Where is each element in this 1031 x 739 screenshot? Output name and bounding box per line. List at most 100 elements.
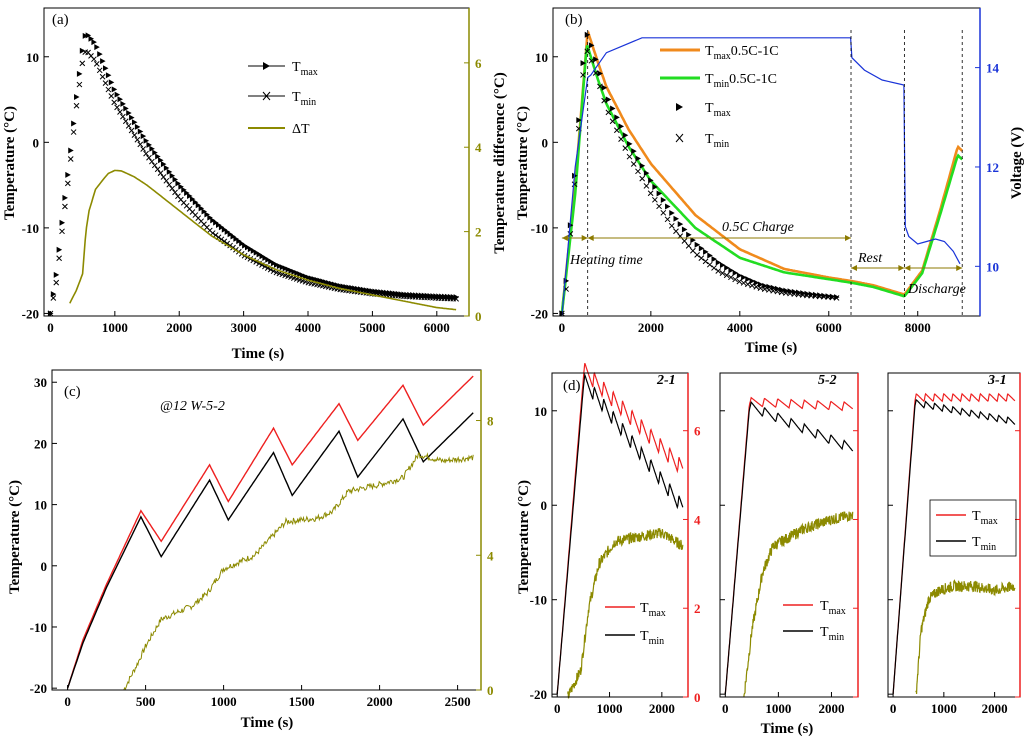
panel-b-ylabel: Temperature (°C) <box>515 106 531 220</box>
panel-b-xlabel: Time (s) <box>745 340 798 356</box>
y2-tick-label: 4 <box>475 140 482 155</box>
y2-tick-label: 2 <box>475 225 482 240</box>
marker-x <box>571 181 578 188</box>
panel-b-y2label: Voltage (V) <box>1009 127 1025 199</box>
series-line-deltat <box>123 452 474 691</box>
panel-d-xlabel: Time (s) <box>761 721 814 737</box>
x-tick-label: 0 <box>47 320 54 335</box>
marker-x <box>140 146 147 152</box>
marker-x <box>166 181 173 188</box>
marker-triangle <box>233 235 239 242</box>
marker-x <box>635 168 641 175</box>
marker-x <box>70 129 77 135</box>
series-line-deltat <box>69 169 457 311</box>
subpanel-5-2-label: 5-2 <box>818 373 837 388</box>
marker-x <box>99 73 106 80</box>
marker-x <box>50 295 57 301</box>
marker-triangle <box>62 194 68 201</box>
marker-triangle <box>410 292 416 299</box>
marker-triangle <box>450 294 457 301</box>
marker-triangle <box>401 291 407 298</box>
marker-triangle <box>635 155 641 162</box>
subpanel-2-1-label: 2-1 <box>656 373 676 388</box>
marker-triangle <box>189 196 196 203</box>
y-tick-label: -10 <box>30 620 47 635</box>
legend-tmax-marker <box>263 62 270 70</box>
marker-x <box>601 97 608 104</box>
marker-x <box>580 72 586 78</box>
marker-triangle <box>134 123 141 130</box>
marker-x <box>736 278 743 285</box>
marker-triangle <box>804 290 810 297</box>
marker-triangle <box>652 183 658 190</box>
y2-tick-label: 0 <box>694 690 701 705</box>
panel-a-ylabel: Temperature (°C) <box>2 106 18 220</box>
x-tick-label: 6000 <box>424 320 450 335</box>
panel-a-legend: Tmax Tmin ΔT <box>248 60 318 137</box>
marker-triangle <box>181 186 187 193</box>
marker-triangle <box>250 247 257 254</box>
marker-triangle <box>253 249 260 256</box>
marker-triangle <box>187 193 193 200</box>
marker-x <box>131 132 138 138</box>
x-tick-label: 1000 <box>931 701 957 716</box>
marker-triangle <box>149 145 155 152</box>
rest-arrow-head-left <box>851 265 858 271</box>
marker-triangle <box>195 202 202 209</box>
x-tick-label: 1500 <box>289 694 315 709</box>
marker-triangle <box>415 292 422 299</box>
marker-x <box>125 123 132 129</box>
marker-triangle <box>436 293 442 300</box>
marker-triangle <box>213 219 219 226</box>
marker-x <box>59 228 65 235</box>
marker-x <box>706 261 713 268</box>
marker-triangle <box>166 168 173 175</box>
marker-triangle <box>427 292 434 299</box>
marker-x <box>749 282 755 289</box>
anno-heating-time: Heating time <box>569 253 643 268</box>
discharge-arrow-head-right <box>956 265 963 271</box>
y-tick-label: 0 <box>33 135 40 150</box>
x-tick-label: 5000 <box>359 320 385 335</box>
marker-triangle <box>140 133 147 140</box>
marker-triangle <box>74 93 80 100</box>
marker-x <box>137 141 144 148</box>
marker-triangle <box>155 153 161 160</box>
y-tick-label: -10 <box>22 221 39 236</box>
marker-x <box>143 150 149 157</box>
marker-triangle <box>230 233 236 240</box>
x-tick-label: 3000 <box>231 320 257 335</box>
y-tick-label: 0 <box>542 135 549 150</box>
marker-triangle <box>143 137 150 144</box>
marker-triangle <box>627 140 633 147</box>
marker-x <box>694 252 700 258</box>
marker-triangle <box>262 254 268 261</box>
marker-triangle <box>97 51 103 58</box>
marker-triangle <box>724 264 730 271</box>
marker-triangle <box>172 176 179 183</box>
marker-x <box>102 80 109 86</box>
marker-triangle <box>418 292 425 299</box>
y-tick-label: 30 <box>34 375 47 390</box>
legend-2-1-tmin: Tmin <box>640 629 664 647</box>
marker-x <box>643 183 650 189</box>
x-tick-label: 4000 <box>727 320 753 335</box>
marker-triangle <box>728 267 734 274</box>
marker-triangle <box>239 240 245 247</box>
series-line-tmax05 <box>560 30 964 314</box>
marker-x <box>757 285 764 291</box>
legend-frame-3-1 <box>929 499 1017 557</box>
x-tick-label: 1000 <box>211 694 237 709</box>
panel-a-y2label: Temperature difference (°C) <box>492 72 508 254</box>
marker-triangle <box>433 293 439 300</box>
marker-triangle <box>276 263 283 270</box>
marker-triangle <box>605 96 612 103</box>
marker-triangle <box>430 293 436 300</box>
marker-triangle <box>639 162 646 169</box>
marker-triangle <box>643 170 650 177</box>
marker-triangle <box>158 157 164 164</box>
marker-triangle <box>120 100 126 107</box>
y-tick-label: 10 <box>34 498 47 513</box>
marker-triangle <box>216 221 222 228</box>
marker-triangle <box>256 251 263 258</box>
